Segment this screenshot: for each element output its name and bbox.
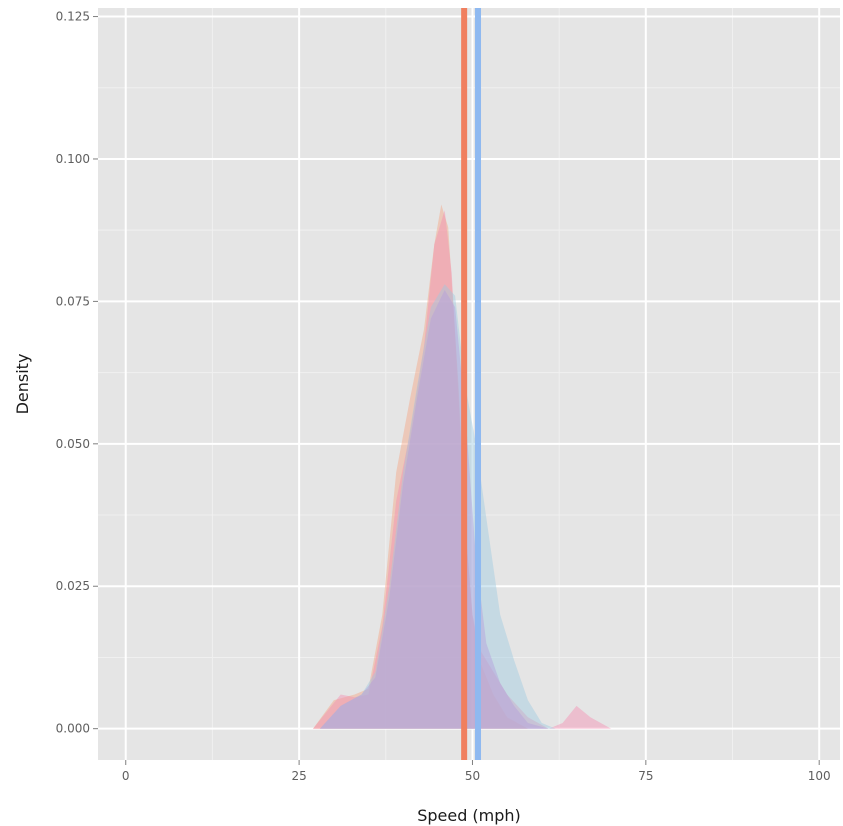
mean-lines — [461, 8, 482, 760]
axes: 0 25 50 75 100 0.000 0.025 0.050 0.075 0.100 0.125 — [56, 10, 831, 783]
plot-panel — [98, 8, 840, 760]
y-tick-label: 0.125 — [56, 10, 90, 24]
x-axis-title: Speed (mph) — [417, 806, 521, 825]
y-axis-title: Density — [13, 354, 32, 415]
x-tick-label: 25 — [291, 769, 306, 783]
y-tick-label: 0.025 — [56, 579, 90, 593]
major-gridlines — [98, 8, 840, 760]
y-tick-label: 0.075 — [56, 294, 90, 308]
y-tick-label: 0.050 — [56, 437, 90, 451]
density-area — [319, 290, 549, 729]
y-tick-label: 0.000 — [56, 722, 90, 736]
x-tick-label: 100 — [808, 769, 831, 783]
x-tick-label: 50 — [465, 769, 480, 783]
x-tick-label: 0 — [122, 769, 130, 783]
density-area — [319, 284, 556, 729]
y-tick-label: 0.100 — [56, 152, 90, 166]
x-tick-label: 75 — [638, 769, 653, 783]
minor-gridlines — [98, 8, 840, 760]
density-area — [313, 204, 528, 729]
